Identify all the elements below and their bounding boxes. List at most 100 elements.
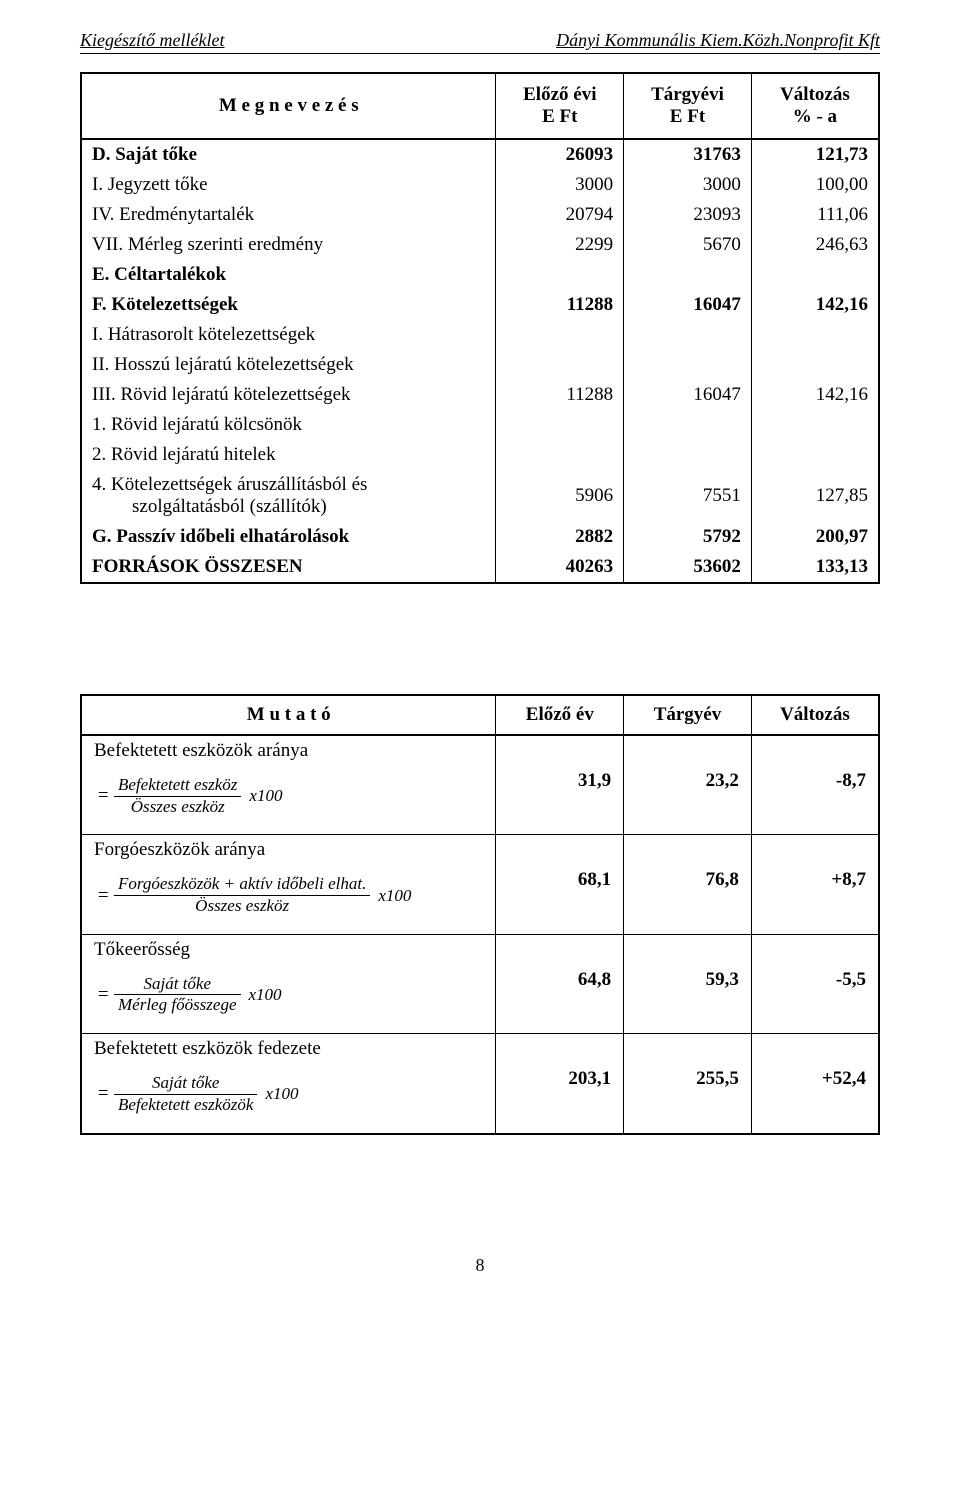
row-name: IV. Eredménytartalék <box>81 200 496 230</box>
table-row: 1. Rövid lejáratú kölcsönök <box>81 410 879 440</box>
cell: 16047 <box>624 380 752 410</box>
metric-row: =Saját tőkeMérleg főösszegex10064,859,3-… <box>81 965 879 1034</box>
row-name: 1. Rövid lejáratú kölcsönök <box>81 410 496 440</box>
cell <box>751 350 879 380</box>
row-name: I. Jegyzett tőke <box>81 170 496 200</box>
table-row: FORRÁSOK ÖSSZESEN4026353602133,13 <box>81 552 879 583</box>
cell: 5906 <box>496 470 624 522</box>
cell <box>624 735 752 766</box>
row-name: III. Rövid lejáratú kötelezettségek <box>81 380 496 410</box>
cell: 255,5 <box>624 1064 752 1133</box>
header-left: Kiegészítő melléklet <box>80 30 224 51</box>
row-name: II. Hosszú lejáratú kötelezettségek <box>81 350 496 380</box>
cell <box>496 1034 624 1065</box>
cell <box>496 320 624 350</box>
cell: -5,5 <box>751 965 879 1034</box>
table-row: E. Céltartalékok <box>81 260 879 290</box>
metric-formula: =Befektetett eszközÖsszes eszközx100 <box>81 766 496 835</box>
cell: 3000 <box>496 170 624 200</box>
row-name: I. Hátrasorolt kötelezettségek <box>81 320 496 350</box>
page: Kiegészítő melléklet Dányi Kommunális Ki… <box>0 0 960 1306</box>
cell <box>751 835 879 866</box>
row-name: F. Kötelezettségek <box>81 290 496 320</box>
table-row: IV. Eredménytartalék2079423093111,06 <box>81 200 879 230</box>
cell <box>496 934 624 965</box>
table-row: F. Kötelezettségek1128816047142,16 <box>81 290 879 320</box>
cell: 31763 <box>624 139 752 170</box>
metric-formula: =Forgóeszközök + aktív időbeli elhat.Öss… <box>81 865 496 934</box>
table-header: Előző év <box>496 695 624 735</box>
metric-formula: =Saját tőkeMérleg főösszegex100 <box>81 965 496 1034</box>
cell: 59,3 <box>624 965 752 1034</box>
cell: 20794 <box>496 200 624 230</box>
cell: -8,7 <box>751 766 879 835</box>
cell: 246,63 <box>751 230 879 260</box>
table-row: 4. Kötelezettségek áruszállításból ésszo… <box>81 470 879 522</box>
row-name: E. Céltartalékok <box>81 260 496 290</box>
cell: 7551 <box>624 470 752 522</box>
row-name: FORRÁSOK ÖSSZESEN <box>81 552 496 583</box>
cell: 200,97 <box>751 522 879 552</box>
metric-title: Forgóeszközök aránya <box>81 835 496 866</box>
table-row: G. Passzív időbeli elhatárolások28825792… <box>81 522 879 552</box>
table-header: M u t a t ó <box>81 695 496 735</box>
table-row: D. Saját tőke2609331763121,73 <box>81 139 879 170</box>
cell: 76,8 <box>624 865 752 934</box>
table-row: 2. Rövid lejáratú hitelek <box>81 440 879 470</box>
cell: 127,85 <box>751 470 879 522</box>
cell <box>624 350 752 380</box>
cell <box>751 320 879 350</box>
cell: 121,73 <box>751 139 879 170</box>
metric-title: Befektetett eszközök aránya <box>81 735 496 766</box>
metric-row: Befektetett eszközök aránya <box>81 735 879 766</box>
metric-title: Befektetett eszközök fedezete <box>81 1034 496 1065</box>
cell <box>624 1034 752 1065</box>
cell: 100,00 <box>751 170 879 200</box>
table-row: III. Rövid lejáratú kötelezettségek11288… <box>81 380 879 410</box>
row-name: VII. Mérleg szerinti eredmény <box>81 230 496 260</box>
cell: 26093 <box>496 139 624 170</box>
cell: 23,2 <box>624 766 752 835</box>
cell: 203,1 <box>496 1064 624 1133</box>
cell <box>751 260 879 290</box>
cell: 23093 <box>624 200 752 230</box>
metric-title: Tőkeerősség <box>81 934 496 965</box>
cell <box>751 934 879 965</box>
table-header: Változás <box>751 695 879 735</box>
metrics-table: M u t a t óElőző évTárgyévVáltozás Befekt… <box>80 694 880 1135</box>
cell: 2882 <box>496 522 624 552</box>
table-header: Előző éviE Ft <box>496 73 624 139</box>
page-number: 8 <box>80 1255 880 1276</box>
metric-row: =Befektetett eszközÖsszes eszközx10031,9… <box>81 766 879 835</box>
cell <box>496 440 624 470</box>
cell <box>751 410 879 440</box>
metric-row: Befektetett eszközök fedezete <box>81 1034 879 1065</box>
cell: 11288 <box>496 290 624 320</box>
cell <box>624 934 752 965</box>
cell <box>624 320 752 350</box>
cell <box>624 260 752 290</box>
metric-row: =Forgóeszközök + aktív időbeli elhat.Öss… <box>81 865 879 934</box>
cell: 53602 <box>624 552 752 583</box>
table-row: I. Jegyzett tőke30003000100,00 <box>81 170 879 200</box>
cell: 16047 <box>624 290 752 320</box>
cell <box>496 350 624 380</box>
cell <box>496 735 624 766</box>
cell: 40263 <box>496 552 624 583</box>
row-name: 4. Kötelezettségek áruszállításból ésszo… <box>81 470 496 522</box>
table-header: Tárgyév <box>624 695 752 735</box>
metric-row: =Saját tőkeBefektetett eszközökx100203,1… <box>81 1064 879 1133</box>
cell <box>751 735 879 766</box>
cell <box>496 835 624 866</box>
cell: 2299 <box>496 230 624 260</box>
metric-formula: =Saját tőkeBefektetett eszközökx100 <box>81 1064 496 1133</box>
row-name: D. Saját tőke <box>81 139 496 170</box>
cell <box>496 260 624 290</box>
cell <box>751 440 879 470</box>
row-name: G. Passzív időbeli elhatárolások <box>81 522 496 552</box>
table-row: VII. Mérleg szerinti eredmény22995670246… <box>81 230 879 260</box>
table-row: I. Hátrasorolt kötelezettségek <box>81 320 879 350</box>
header-right: Dányi Kommunális Kiem.Közh.Nonprofit Kft <box>556 30 880 51</box>
cell: 11288 <box>496 380 624 410</box>
cell: +8,7 <box>751 865 879 934</box>
